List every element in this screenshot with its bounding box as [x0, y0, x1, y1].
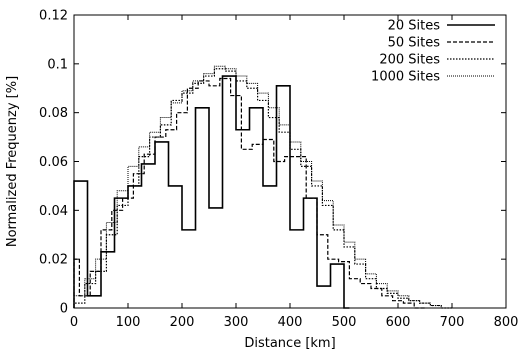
legend-label-2: 200 Sites	[379, 53, 440, 68]
y-tick-label: 0.12	[39, 9, 68, 24]
x-tick-label: 100	[116, 315, 141, 330]
y-tick-label: 0.02	[39, 253, 68, 268]
y-tick-label: 0.1	[47, 57, 68, 72]
x-tick-label: 600	[386, 315, 411, 330]
x-tick-label: 300	[224, 315, 249, 330]
y-tick-label: 0.08	[39, 106, 68, 121]
y-tick-label: 0	[60, 302, 68, 317]
y-axis-label: Normalized Frequenzy [%]	[5, 76, 20, 247]
axis-ticks: 0 100 200 300 400 500 600 700 800 0 0.02 0.04 0.06 0.…	[39, 9, 518, 331]
legend-label-1: 50 Sites	[388, 36, 441, 51]
series-line-1	[73, 77, 425, 309]
legend: 20 Sites 50 Sites 200 Sites 1000 Sites	[371, 19, 495, 85]
x-axis-label: Distance [km]	[244, 336, 335, 351]
x-tick-label: 500	[332, 315, 357, 330]
series-line-0	[73, 75, 350, 309]
x-tick-label: 0	[70, 315, 78, 330]
series-line-3	[73, 65, 452, 309]
legend-label-0: 20 Sites	[388, 19, 441, 34]
y-tick-label: 0.06	[39, 155, 68, 170]
legend-label-3: 1000 Sites	[371, 70, 440, 85]
y-tick-label: 0.04	[39, 204, 68, 219]
x-tick-label: 800	[494, 315, 519, 330]
series-line-2	[73, 68, 452, 309]
plot-lines	[73, 65, 452, 309]
x-tick-label: 400	[278, 315, 303, 330]
x-tick-label: 700	[440, 315, 465, 330]
x-tick-label: 200	[170, 315, 195, 330]
